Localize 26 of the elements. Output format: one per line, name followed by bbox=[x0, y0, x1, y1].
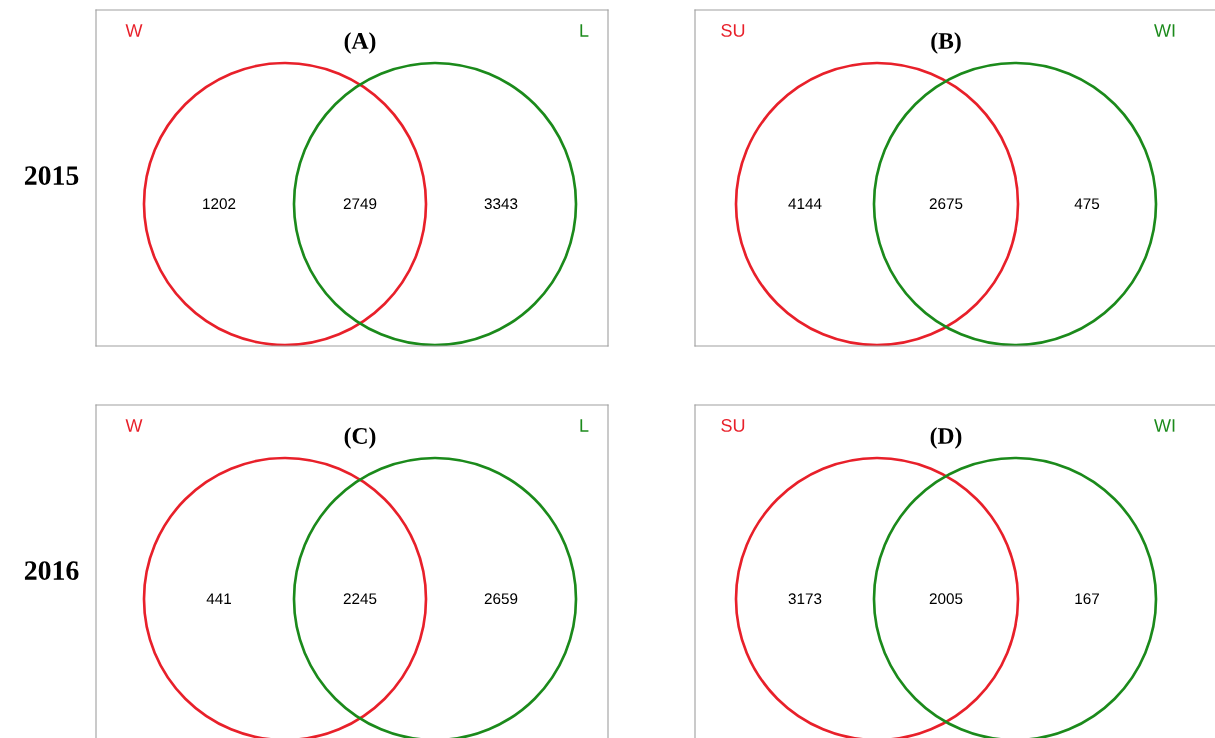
text: L bbox=[580, 419, 589, 432]
data-label: 2659 bbox=[484, 593, 518, 605]
data-label: 2005 bbox=[929, 593, 963, 605]
text: WI bbox=[1154, 24, 1175, 37]
text: (A) bbox=[344, 32, 376, 54]
data-label: 441 bbox=[206, 593, 231, 604]
text: WI bbox=[1154, 419, 1175, 432]
data-label: 3343 bbox=[484, 198, 518, 210]
text: (D) bbox=[930, 427, 962, 449]
data-label: 2245 bbox=[343, 593, 377, 605]
text: (C) bbox=[344, 427, 376, 449]
data-label: 167 bbox=[1075, 593, 1099, 605]
text: W bbox=[125, 24, 143, 37]
text: L bbox=[580, 24, 589, 37]
text: 2015 bbox=[24, 166, 79, 185]
text: (B) bbox=[931, 32, 961, 54]
data-label: 4144 bbox=[788, 198, 822, 209]
text: SU bbox=[721, 419, 745, 432]
data-label: 2749 bbox=[343, 198, 377, 210]
text: 2016 bbox=[24, 561, 79, 580]
text: W bbox=[125, 419, 143, 432]
data-label: 1202 bbox=[203, 198, 236, 210]
data-label: 475 bbox=[1074, 198, 1100, 210]
data-label: 3173 bbox=[788, 593, 822, 605]
text: SU bbox=[721, 24, 745, 37]
data-label: 2675 bbox=[929, 198, 963, 210]
